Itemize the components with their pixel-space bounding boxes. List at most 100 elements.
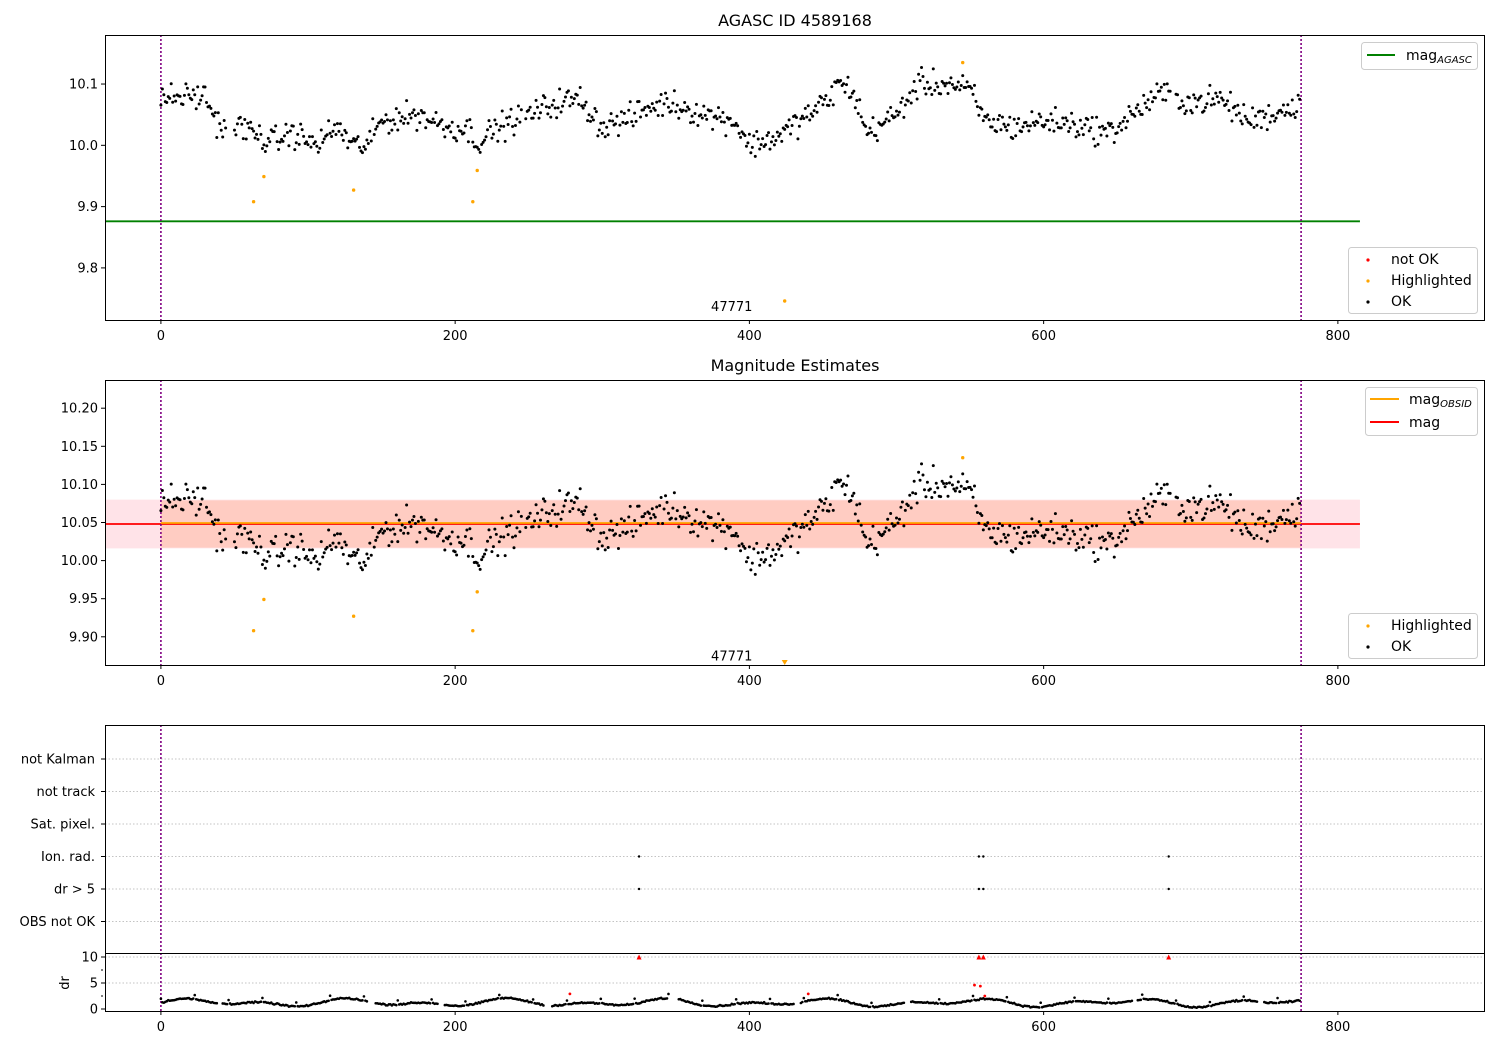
- ok-point: [653, 108, 657, 112]
- ok-point: [641, 515, 645, 519]
- ok-point: [1090, 115, 1094, 119]
- ok-point: [408, 520, 412, 524]
- ok-point: [1276, 111, 1280, 115]
- ok-point: [622, 111, 626, 115]
- ok-point: [674, 517, 678, 521]
- ok-point: [714, 522, 718, 526]
- panel-2-ytick-label: 10.20: [61, 402, 98, 417]
- dr-ok-point: [802, 996, 806, 1000]
- ok-point: [340, 133, 344, 137]
- ok-point: [318, 562, 322, 566]
- ok-point: [433, 530, 437, 534]
- ok-point: [1211, 501, 1215, 505]
- ok-point: [799, 117, 803, 121]
- legend-marker-ok: [1366, 645, 1370, 649]
- ok-point: [355, 137, 359, 141]
- ok-point: [1142, 496, 1146, 500]
- ok-point: [842, 82, 846, 86]
- ok-point: [337, 129, 341, 133]
- ok-point: [165, 100, 169, 104]
- ok-point: [611, 528, 615, 532]
- ok-point: [334, 545, 338, 549]
- ok-point: [346, 562, 350, 566]
- highlighted-point: [961, 60, 965, 65]
- ok-point: [1115, 543, 1119, 547]
- dr-ok-point: [496, 996, 500, 1000]
- ok-point: [399, 528, 403, 532]
- ok-point: [296, 545, 300, 549]
- ok-point: [870, 130, 874, 134]
- ok-point: [368, 129, 372, 133]
- ok-point: [518, 120, 522, 124]
- dr-ok-point: [834, 997, 838, 1001]
- ok-point: [867, 131, 871, 135]
- ok-point: [1025, 124, 1029, 128]
- ok-point: [902, 115, 906, 119]
- ok-point: [1196, 98, 1200, 102]
- ok-point: [257, 124, 261, 128]
- ok-point: [1008, 524, 1012, 528]
- ok-point: [1043, 123, 1047, 127]
- ok-point: [343, 128, 347, 132]
- ok-point: [606, 133, 610, 137]
- ok-point: [1233, 510, 1237, 514]
- dr-ok-point: [1004, 1000, 1007, 1003]
- ok-point: [1042, 125, 1046, 129]
- ok-point: [1059, 126, 1063, 130]
- ok-point: [696, 124, 700, 128]
- panel-2-ytick-label: 10.15: [61, 440, 98, 455]
- ok-point: [942, 481, 946, 485]
- ok-point: [371, 117, 375, 121]
- ok-point: [419, 515, 423, 519]
- ok-point: [1153, 96, 1157, 100]
- ok-point: [915, 97, 919, 101]
- ok-point: [1052, 541, 1056, 545]
- ok-point: [711, 127, 715, 131]
- ok-point: [243, 117, 247, 121]
- ok-point: [1003, 125, 1007, 129]
- dr-ok-point: [801, 1000, 804, 1004]
- ok-point: [440, 527, 444, 531]
- ok-point: [1205, 102, 1209, 106]
- ok-point: [1123, 116, 1127, 120]
- ok-point: [352, 550, 356, 554]
- ok-point: [1202, 516, 1206, 520]
- ok-point: [562, 504, 566, 508]
- ok-point: [669, 516, 673, 520]
- ok-point: [677, 116, 681, 120]
- ok-point: [614, 122, 618, 126]
- ok-point: [1267, 509, 1271, 513]
- ok-point: [797, 124, 801, 128]
- ok-point: [580, 510, 584, 514]
- ok-point: [1118, 121, 1122, 125]
- ok-point: [790, 534, 794, 538]
- ok-point: [397, 111, 401, 115]
- ok-point: [740, 130, 744, 134]
- ok-point: [681, 108, 685, 112]
- ok-point: [839, 79, 843, 83]
- ok-point: [702, 510, 706, 514]
- ok-point: [928, 86, 932, 90]
- ok-point: [769, 554, 773, 558]
- ok-point: [1242, 103, 1246, 107]
- ok-point: [1158, 89, 1162, 93]
- ok-point: [793, 522, 797, 526]
- ok-point: [790, 124, 794, 128]
- ok-point: [1165, 482, 1169, 486]
- ok-point: [1111, 536, 1115, 540]
- ok-point: [1078, 118, 1082, 122]
- ok-point: [614, 532, 618, 536]
- ok-point: [412, 108, 416, 112]
- ok-point: [568, 104, 572, 108]
- ok-point: [1125, 529, 1129, 533]
- ok-point: [505, 116, 509, 120]
- ok-point: [852, 89, 856, 93]
- ok-point: [221, 135, 225, 139]
- ok-point: [583, 103, 587, 107]
- ok-point: [714, 114, 718, 118]
- ok-point: [307, 548, 311, 552]
- ok-point: [1028, 534, 1032, 538]
- ok-point: [182, 496, 186, 500]
- legend-marker-ok: [1366, 300, 1370, 304]
- ok-point: [578, 487, 582, 491]
